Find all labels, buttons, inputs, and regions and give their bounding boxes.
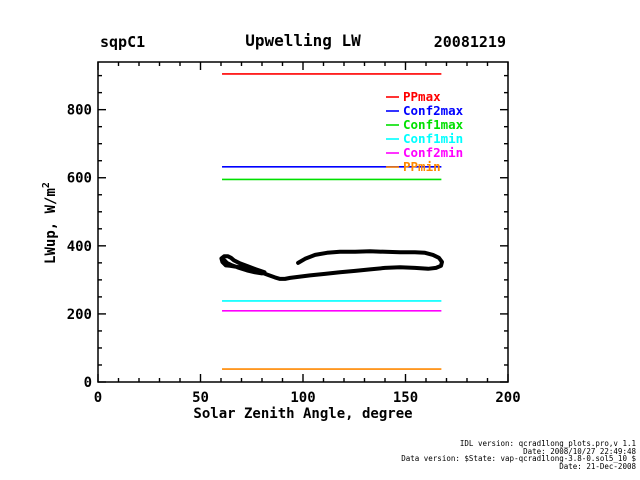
chart-title: Upwelling LW xyxy=(245,31,361,50)
legend-label-Conf1min: Conf1min xyxy=(403,131,463,146)
site-label: sqpC1 xyxy=(100,33,146,51)
version-line: Data version: $State: vap-qcrad1long-3.8… xyxy=(401,454,636,464)
y-tick-label: 200 xyxy=(67,307,92,323)
footer-version-block: IDL version: qcrad1long_plots.pro,v 1.1 D… xyxy=(401,440,636,470)
legend-label-PPmin: PPmin xyxy=(403,159,441,174)
data-series-curve xyxy=(219,249,444,281)
y-tick-label: 0 xyxy=(84,375,92,391)
legend-label-Conf2max: Conf2max xyxy=(403,103,464,118)
x-tick-label: 150 xyxy=(393,390,418,406)
date-label: 20081219 xyxy=(433,33,506,51)
legend-label-Conf2min: Conf2min xyxy=(403,145,463,160)
y-tick-label: 800 xyxy=(67,103,92,119)
x-tick-label: 100 xyxy=(290,390,315,406)
x-axis-title: Solar Zenith Angle, degree xyxy=(193,406,413,422)
version-line: IDL version: qcrad1long_plots.pro,v 1.1 xyxy=(459,439,636,448)
y-tick-label: 400 xyxy=(67,239,92,255)
legend-label-PPmax: PPmax xyxy=(403,89,441,104)
legend-label-Conf1max: Conf1max xyxy=(403,117,464,132)
x-tick-label: 50 xyxy=(192,390,209,406)
x-tick-label: 200 xyxy=(495,390,520,406)
y-tick-label: 600 xyxy=(67,171,92,187)
x-tick-label: 0 xyxy=(94,390,102,406)
version-line: Date: 2008/10/27 22:49:48 xyxy=(523,446,636,456)
version-line: Date: 21-Dec-2008 xyxy=(559,461,636,471)
footer-left: Sun Dec 21 08:07:41 2008 Battelle Pacifi… xyxy=(7,446,355,480)
